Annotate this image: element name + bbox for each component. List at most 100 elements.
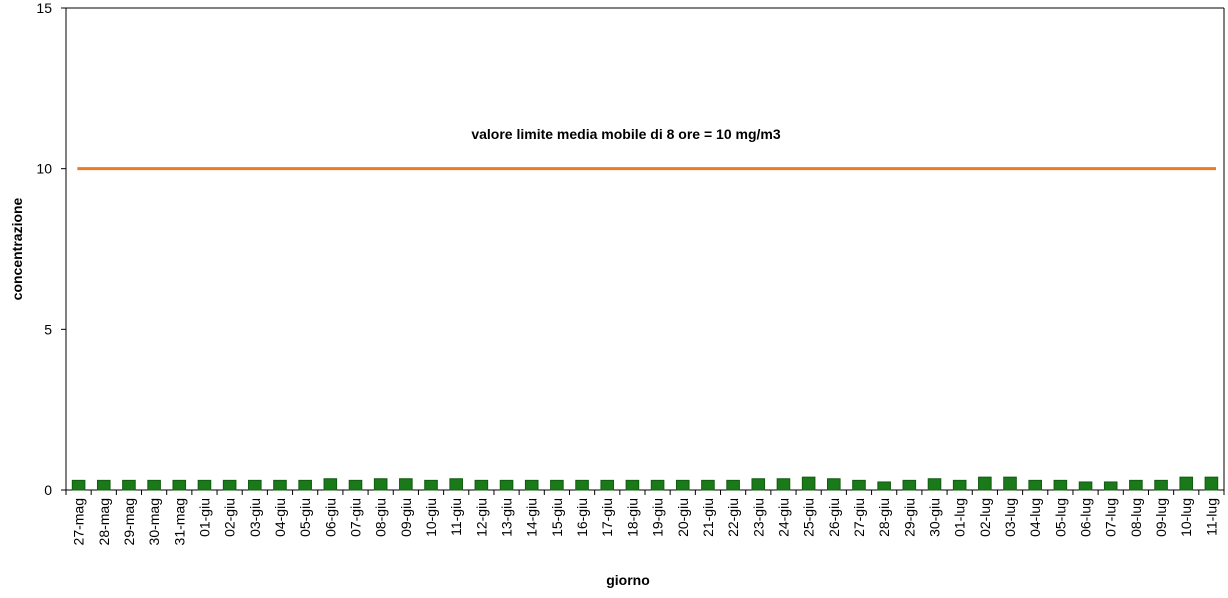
x-tick-label: 06-giu — [322, 498, 338, 537]
bar — [776, 478, 791, 491]
bar — [1154, 479, 1168, 491]
bar — [71, 479, 86, 491]
x-tick-label: 27-mag — [71, 498, 87, 545]
bar — [952, 479, 967, 491]
x-tick-label: 23-giu — [750, 498, 766, 537]
x-tick-label: 10-giu — [423, 498, 439, 537]
bar — [650, 479, 665, 491]
bar — [1078, 481, 1093, 491]
y-tick-label: 15 — [36, 0, 52, 16]
bar — [172, 479, 187, 491]
x-tick-label: 02-lug — [977, 498, 993, 537]
x-tick-label: 17-giu — [599, 498, 615, 537]
x-tick-label: 19-giu — [650, 498, 666, 537]
x-tick-label: 28-giu — [876, 498, 892, 537]
bar — [1204, 476, 1219, 491]
bar — [248, 479, 262, 491]
x-axis-title: giorno — [606, 572, 650, 588]
bar — [751, 478, 766, 491]
x-tick-label: 21-giu — [700, 498, 716, 537]
bar — [1003, 476, 1017, 491]
bar — [424, 479, 438, 491]
x-tick-label: 11-giu — [448, 498, 464, 536]
x-tick-label: 16-giu — [574, 498, 590, 537]
bar — [978, 476, 992, 491]
x-tick-label: 06-lug — [1078, 498, 1094, 537]
bar — [877, 481, 891, 491]
x-tick-label: 22-giu — [725, 498, 741, 537]
bar — [902, 479, 917, 491]
bar — [197, 479, 212, 491]
bar — [575, 479, 589, 491]
bar — [474, 479, 489, 491]
x-tick-label: 04-lug — [1027, 498, 1043, 537]
x-tick-label: 11-lug — [1203, 498, 1219, 536]
x-tick-label: 03-giu — [247, 498, 263, 537]
bar — [625, 479, 640, 491]
x-tick-label: 20-giu — [675, 498, 691, 537]
y-tick-label: 5 — [44, 321, 52, 337]
x-tick-label: 07-lug — [1103, 498, 1119, 537]
bar — [1129, 479, 1143, 491]
x-tick-label: 31-mag — [171, 498, 187, 545]
x-tick-label: 24-giu — [775, 498, 791, 537]
bar — [449, 478, 463, 491]
bar — [147, 479, 161, 491]
x-tick-label: 01-lug — [952, 498, 968, 537]
x-tick-label: 18-giu — [624, 498, 640, 537]
x-tick-label: 05-giu — [297, 498, 313, 537]
x-tick-label: 26-giu — [826, 498, 842, 537]
bar — [600, 479, 615, 491]
x-tick-label: 09-giu — [398, 498, 414, 537]
x-tick-label: 10-lug — [1178, 498, 1194, 537]
bar-series — [71, 476, 1219, 491]
bar — [524, 479, 539, 491]
x-tick-label: 28-mag — [96, 498, 112, 545]
bar — [348, 479, 363, 491]
bar — [1103, 481, 1118, 491]
x-tick-label: 02-giu — [222, 498, 238, 537]
x-tick-label: 30-giu — [927, 498, 943, 537]
bar — [701, 479, 715, 491]
bar — [1179, 476, 1194, 491]
x-tick-label: 25-giu — [801, 498, 817, 537]
bar — [373, 478, 388, 491]
bar — [827, 478, 841, 491]
x-tick-label: 04-giu — [272, 498, 288, 537]
bar — [1053, 479, 1068, 491]
bar — [726, 479, 740, 491]
bar — [96, 479, 111, 491]
bar — [927, 478, 942, 491]
bar — [550, 479, 564, 491]
bar — [399, 478, 413, 491]
x-tick-label: 27-giu — [851, 498, 867, 537]
x-tick-label: 07-giu — [348, 498, 364, 537]
bar — [273, 479, 287, 491]
x-tick-label: 30-mag — [146, 498, 162, 545]
x-tick-label: 15-giu — [549, 498, 565, 537]
plot-area: 0 5 10 15 27-mag 28-mag 29-mag 30-mag 31-mag 01-… — [36, 0, 1225, 545]
x-tick-label: 08-giu — [373, 498, 389, 537]
x-tick-label: 01-giu — [196, 498, 212, 537]
bar — [122, 479, 136, 491]
bar — [222, 479, 237, 491]
y-axis-ticks: 0 5 10 15 — [36, 0, 66, 498]
y-tick-label: 0 — [44, 482, 52, 498]
x-tick-label: 03-lug — [1002, 498, 1018, 537]
bar — [323, 478, 338, 491]
x-axis-ticks: 27-mag 28-mag 29-mag 30-mag 31-mag 01-giu 02-g… — [65, 490, 1225, 545]
bar — [801, 476, 816, 491]
y-tick-label: 10 — [36, 161, 52, 177]
x-tick-label: 13-giu — [499, 498, 515, 537]
bar — [852, 479, 866, 491]
bar — [675, 479, 690, 491]
bar — [1028, 479, 1042, 491]
x-tick-label: 29-giu — [901, 498, 917, 537]
limit-line-label: valore limite media mobile di 8 ore = 10… — [471, 126, 780, 142]
x-tick-label: 14-giu — [524, 498, 540, 537]
x-tick-label: 09-lug — [1153, 498, 1169, 537]
x-tick-label: 29-mag — [121, 498, 137, 545]
x-tick-label: 12-giu — [473, 498, 489, 537]
bar — [298, 479, 312, 491]
